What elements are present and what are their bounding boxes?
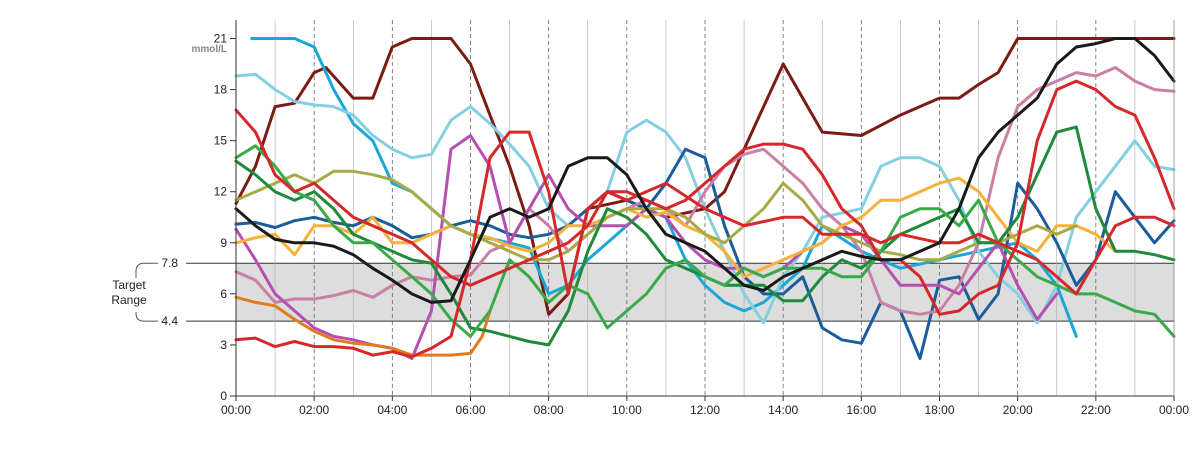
axis-layer: 0 3 6 9 12 15 18 21 00:00 02:00 04:00 06:00 08:00 10:… bbox=[214, 20, 1189, 417]
y-tick-label: 18 bbox=[214, 83, 228, 97]
x-tick-label: 12:00 bbox=[690, 403, 720, 417]
target-range-label-line1: Target bbox=[112, 278, 146, 292]
target-range-high-label: 7.8 bbox=[161, 256, 178, 270]
y-tick-label: 6 bbox=[220, 287, 227, 301]
y-tick-label: 21 bbox=[214, 32, 228, 46]
target-range-bracket bbox=[135, 262, 158, 322]
series-line-14 bbox=[234, 37, 1176, 304]
series-line-3 bbox=[234, 72, 1176, 325]
target-range-low-label: 4.4 bbox=[161, 314, 178, 328]
series-line-9 bbox=[234, 169, 1078, 262]
series-line-5 bbox=[234, 66, 1176, 316]
series-line-6 bbox=[234, 134, 1059, 360]
x-tick-label: 16:00 bbox=[846, 403, 876, 417]
y-tick-label: 0 bbox=[220, 389, 227, 403]
x-tick-label: 20:00 bbox=[1003, 403, 1033, 417]
x-tick-label: 18:00 bbox=[924, 403, 954, 417]
x-tick-label: 10:00 bbox=[612, 403, 642, 417]
x-tick-label: 06:00 bbox=[455, 403, 485, 417]
y-tick-label: 3 bbox=[220, 338, 227, 352]
x-tick-label: 04:00 bbox=[377, 403, 407, 417]
series-layer bbox=[234, 37, 1176, 360]
y-axis-unit-label: mmol/L bbox=[191, 44, 227, 55]
x-tick-label: 08:00 bbox=[534, 403, 564, 417]
series-line-7 bbox=[234, 295, 492, 357]
x-tick-label: 14:00 bbox=[768, 403, 798, 417]
target-range-annotation: Target Range 7.8 4.4 bbox=[111, 256, 178, 328]
x-tick-label: 00:00 bbox=[1159, 403, 1189, 417]
x-tick-label: 00:00 bbox=[221, 403, 251, 417]
series-line-11 bbox=[234, 144, 1176, 338]
series-line-4 bbox=[234, 147, 1176, 360]
x-tick-label: 02:00 bbox=[299, 403, 329, 417]
y-tick-label: 9 bbox=[220, 236, 227, 250]
target-range-label-line2: Range bbox=[111, 293, 147, 307]
series-line-13 bbox=[234, 130, 1176, 359]
series-line-12 bbox=[234, 79, 1176, 316]
y-tick-label: 15 bbox=[214, 134, 228, 148]
target-range-band-layer bbox=[186, 262, 1174, 322]
x-tick-label: 22:00 bbox=[1081, 403, 1111, 417]
y-tick-label: 12 bbox=[214, 185, 228, 199]
